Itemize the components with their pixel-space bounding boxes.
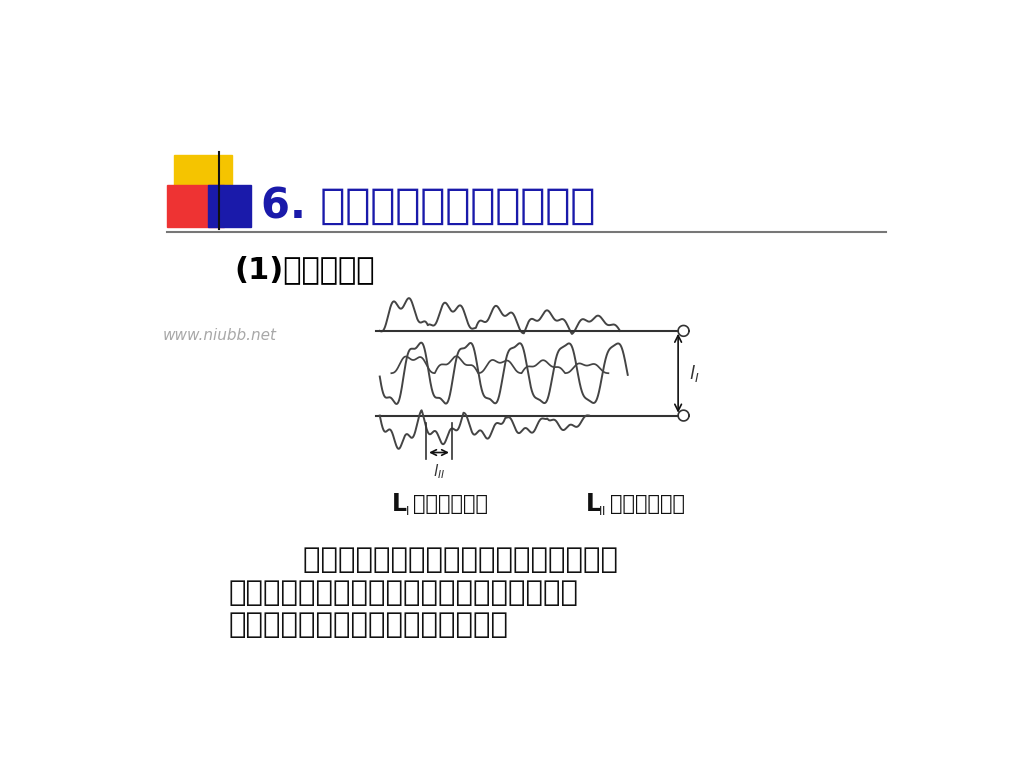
Bar <box>167 184 224 227</box>
Text: 6. 钢锭结晶质量的衡量方法: 6. 钢锭结晶质量的衡量方法 <box>261 185 595 227</box>
Text: www.niubb.net: www.niubb.net <box>163 328 277 343</box>
Text: $\mathbf{L}$: $\mathbf{L}$ <box>392 492 408 516</box>
Bar <box>174 155 232 203</box>
Text: ：一次晶间距: ：一次晶间距 <box>413 494 488 514</box>
Text: ：二次晶间距: ：二次晶间距 <box>610 494 685 514</box>
Text: $_{\rm I}$: $_{\rm I}$ <box>404 500 409 518</box>
Text: $_{\rm II}$: $_{\rm II}$ <box>598 500 607 518</box>
Text: (1)树枝晶间距: (1)树枝晶间距 <box>235 256 375 284</box>
Text: $l_{II}$: $l_{II}$ <box>433 462 445 482</box>
Text: $l_{I}$: $l_{I}$ <box>688 362 700 384</box>
Text: $\mathbf{L}$: $\mathbf{L}$ <box>585 492 602 516</box>
Bar <box>209 184 251 227</box>
Text: 粒度也越小，钢的机械性能也越好。: 粒度也越小，钢的机械性能也越好。 <box>228 611 508 639</box>
Text: 松、缩孔、偏析等凝固缺陷的可能性越小，晶: 松、缩孔、偏析等凝固缺陷的可能性越小，晶 <box>228 579 579 607</box>
Text: 枝晶间距越小，组织越致密，钢锭发生疏: 枝晶间距越小，组织越致密，钢锭发生疏 <box>228 547 618 574</box>
